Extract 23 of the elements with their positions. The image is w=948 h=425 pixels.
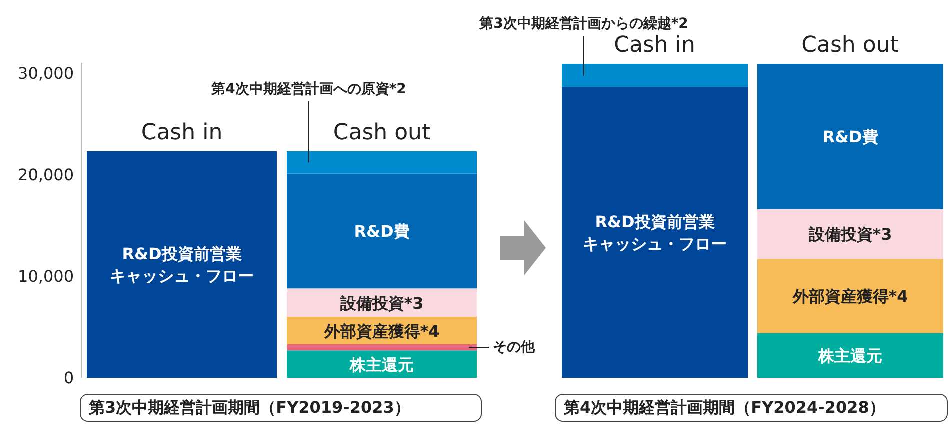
- x-tick-label: Cash in: [141, 120, 223, 146]
- series-label: R&D投資前営業キャッシュ・フロー: [583, 212, 727, 254]
- text: 第3次中期経営計画からの繰越*2: [478, 16, 688, 32]
- series-label: 株主還元: [818, 346, 882, 366]
- series-label: 設備投資*3: [339, 293, 424, 312]
- y-tick-label: 10,000: [18, 267, 74, 286]
- y-tick-label: 0: [64, 368, 74, 388]
- series-label: その他: [493, 340, 536, 356]
- y-tick-label: 30,000: [18, 64, 74, 83]
- series-label: 設備投資*3: [808, 224, 892, 244]
- x-axis-title: 第3次中期経営計画期間（FY2019-2023）: [80, 394, 482, 422]
- series-label: R&D投資前営業キャッシュ・フロー: [110, 244, 254, 286]
- series-label: R&D費: [822, 127, 878, 146]
- x-axis-title: 第4次中期経営計画期間（FY2024-2028）: [555, 394, 948, 422]
- series-label: 外部資産獲得*4: [323, 321, 440, 340]
- series-label: 株主還元: [349, 354, 414, 374]
- series-label: R&D費: [354, 222, 410, 241]
- x-tick-label: Cash out: [333, 120, 432, 146]
- y-tick-label: 20,000: [18, 165, 74, 184]
- x-tick-label: Cash in: [614, 33, 696, 58]
- series-label: 外部資産獲得*4: [792, 286, 908, 306]
- text: 第4次中期経営計画への原資*2: [210, 81, 406, 98]
- x-tick-label: Cash out: [802, 33, 900, 58]
